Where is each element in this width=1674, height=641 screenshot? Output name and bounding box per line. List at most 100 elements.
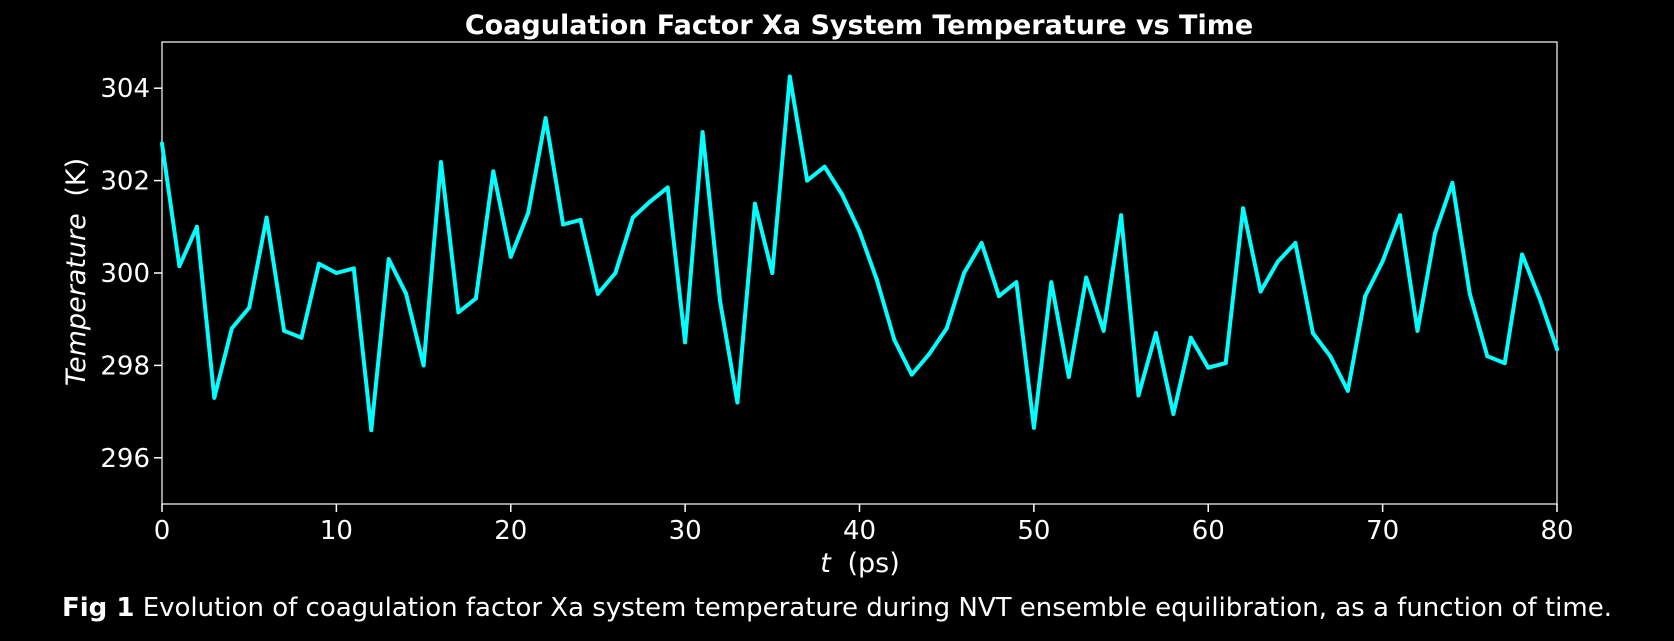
data-point (1502, 361, 1507, 366)
data-point (194, 224, 199, 229)
data-point (1555, 347, 1559, 352)
data-point (264, 215, 269, 220)
data-point (247, 305, 252, 310)
data-point (648, 199, 653, 204)
data-point (1415, 328, 1420, 333)
x-tick-label: 70 (1366, 516, 1399, 546)
data-point (1258, 289, 1263, 294)
data-point (229, 326, 234, 331)
data-point (386, 257, 391, 262)
data-point (665, 185, 670, 190)
data-point (439, 160, 443, 165)
data-point (1293, 241, 1298, 245)
y-tick-label: 298 (100, 351, 150, 381)
data-point (613, 271, 618, 275)
data-point (282, 328, 287, 333)
data-point (1188, 335, 1193, 340)
caption-text: Evolution of coagulation factor Xa syste… (142, 593, 1612, 623)
data-point (456, 310, 461, 315)
data-point (683, 340, 688, 345)
data-point (1136, 393, 1141, 398)
figure-caption: Fig 1 Evolution of coagulation factor Xa… (0, 593, 1674, 637)
data-point (508, 254, 513, 259)
temperature-series-line (160, 74, 1559, 433)
x-tick-label: 0 (154, 516, 171, 546)
data-point (857, 229, 862, 234)
data-point (1206, 365, 1211, 370)
data-point (543, 116, 548, 121)
y-tick-label: 304 (100, 74, 150, 104)
y-axis-label: Temperature (K) (61, 158, 92, 386)
data-point (473, 296, 478, 301)
data-point (491, 169, 496, 174)
data-point (840, 192, 845, 197)
data-point (1084, 275, 1089, 280)
data-point (1223, 361, 1228, 366)
data-point (1014, 280, 1019, 285)
data-point (1432, 231, 1437, 236)
data-point (805, 178, 810, 183)
data-point (752, 201, 757, 206)
x-tick-label: 50 (1017, 516, 1050, 546)
data-point (909, 372, 914, 377)
data-point (997, 294, 1001, 299)
data-point (1171, 411, 1176, 416)
data-point (160, 141, 164, 146)
caption-lead: Fig 1 (62, 593, 135, 623)
y-tick-label: 302 (100, 167, 150, 197)
y-axis-ticks: 296 298 300 302 304 (100, 74, 162, 474)
data-point (1101, 328, 1106, 333)
y-tick-label: 300 (100, 259, 150, 289)
data-point (177, 264, 182, 269)
data-point (1066, 374, 1071, 379)
temperature-data-points (160, 74, 1559, 433)
data-point (1363, 294, 1368, 299)
data-point (770, 271, 775, 275)
data-point (630, 215, 635, 220)
data-point (700, 130, 705, 135)
x-axis-label-var: t (820, 548, 832, 579)
data-point (1119, 213, 1124, 218)
data-point (1241, 206, 1246, 211)
y-tick-label: 296 (100, 444, 150, 474)
data-point (404, 291, 409, 296)
data-point (1276, 259, 1280, 264)
data-point (787, 74, 792, 79)
data-point (1450, 180, 1455, 185)
x-tick-label: 30 (669, 516, 702, 546)
x-axis-label: t (ps) (820, 548, 899, 579)
data-point (578, 217, 583, 222)
data-point (1310, 331, 1315, 336)
plot-area-frame (161, 41, 1558, 505)
data-point (561, 222, 566, 227)
data-point (718, 298, 722, 303)
data-point (979, 241, 984, 245)
data-point (1328, 354, 1333, 359)
data-point (526, 210, 531, 215)
data-point (1520, 252, 1525, 257)
x-tick-label: 80 (1540, 516, 1573, 546)
data-point (1153, 331, 1158, 336)
x-tick-label: 60 (1192, 516, 1225, 546)
data-point (735, 400, 740, 405)
data-point (421, 363, 426, 368)
data-point (1049, 280, 1054, 285)
data-point (1345, 388, 1350, 393)
data-point (874, 277, 879, 282)
data-point (1485, 354, 1490, 359)
data-point (1537, 296, 1542, 301)
data-point (595, 291, 600, 296)
x-axis-label-unit: (ps) (847, 548, 899, 579)
data-point (334, 271, 339, 275)
data-point (962, 271, 967, 275)
data-point (927, 351, 932, 356)
data-point (1467, 291, 1472, 296)
data-point (1031, 425, 1036, 430)
y-axis-label-var: Temperature (61, 213, 92, 386)
x-tick-label: 10 (320, 516, 353, 546)
data-point (369, 428, 374, 433)
data-point (822, 164, 827, 169)
x-axis-ticks: 0 10 20 30 40 50 60 70 80 (154, 504, 1574, 546)
data-point (892, 338, 897, 342)
